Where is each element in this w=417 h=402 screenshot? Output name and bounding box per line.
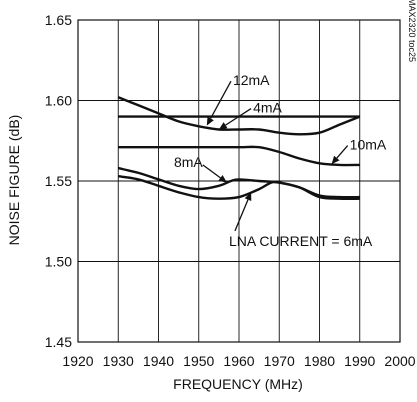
series-line-8ma	[118, 166, 360, 199]
x-tick-label: 1920	[62, 353, 93, 369]
x-tick-label: 1980	[304, 353, 335, 369]
annotation-arrow-10ma	[336, 145, 349, 159]
y-tick-label: 1.60	[45, 93, 72, 109]
annotation-arrowhead-4ma	[218, 122, 228, 130]
chart-grid	[77, 19, 401, 343]
x-tick-label: 1940	[143, 353, 174, 369]
annotations-group: 12mA 4mA 10mA 8mA LNA CURRENT = 6mA	[174, 72, 387, 249]
plot-frame	[77, 19, 401, 343]
annotation-label-12ma: 12mA	[233, 72, 270, 88]
annotation-label-10ma: 10mA	[350, 137, 387, 153]
x-tick-label: 1950	[183, 353, 214, 369]
x-axis-title: FREQUENCY (MHz)	[173, 376, 303, 392]
annotation-label-lna-current-6ma: LNA CURRENT = 6mA	[229, 233, 373, 249]
y-tick-label: 1.55	[45, 173, 72, 189]
x-tick-label: 1970	[264, 353, 295, 369]
x-tick-label: 1990	[344, 353, 375, 369]
y-axis-ticks: 1.45 1.50 1.55 1.60 1.65	[45, 12, 72, 350]
annotation-arrowhead-12ma	[206, 116, 214, 126]
figure-code: MAX2320 toc25	[407, 0, 417, 62]
x-axis-ticks: 1920 1930 1940 1950 1960 1970 1980 1990 2000	[62, 353, 415, 369]
annotation-arrow-12ma	[210, 80, 232, 119]
x-tick-label: 1960	[223, 353, 254, 369]
annotation-arrowhead-10ma	[331, 155, 340, 165]
y-tick-label: 1.65	[45, 12, 72, 28]
x-tick-label: 1930	[103, 353, 134, 369]
y-axis-title: NOISE FIGURE (dB)	[6, 115, 22, 246]
annotation-arrowhead-lna-current-6ma	[244, 192, 252, 201]
series-line-12ma	[117, 96, 361, 136]
y-tick-label: 1.45	[45, 334, 72, 350]
series-line-lna-current-6ma	[118, 175, 360, 201]
annotation-arrow-lna-current-6ma	[234, 199, 249, 232]
annotation-arrow-8ma	[202, 164, 221, 179]
annotation-label-8ma: 8mA	[174, 154, 203, 170]
annotation-arrow-4ma	[225, 108, 252, 126]
x-tick-label: 2000	[384, 353, 415, 369]
annotation-label-4ma: 4mA	[253, 100, 282, 116]
series-line-10ma	[118, 145, 360, 167]
y-tick-label: 1.50	[45, 254, 72, 270]
annotation-arrowhead-8ma	[218, 175, 227, 183]
